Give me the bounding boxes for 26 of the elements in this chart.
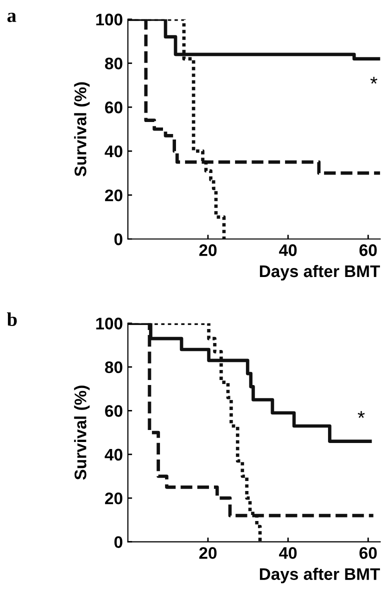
x-tick-label: 20 [199,547,217,559]
chart-title: a [7,12,16,22]
y-tick-label: 0 [114,536,122,548]
x-axis-title: Days after BMT [260,264,380,280]
y-tick-label: 80 [105,58,122,70]
annotation: * [370,76,378,84]
chart-title: b [7,312,17,326]
y-tick-label: 60 [105,405,122,417]
x-tick-label: 40 [279,244,297,256]
y-tick-label: 20 [105,189,122,202]
y-axis-title: Survival (%) [74,386,90,480]
annotation: * [358,411,365,418]
y-tick-label: 100 [96,14,122,26]
y-tick-label: 40 [104,448,122,461]
y-tick-label: 40 [104,146,122,158]
y-axis-title: Survival (%) [74,82,90,176]
y-tick-label: 0 [114,233,122,246]
x-axis-title: Days after BMT [260,568,380,584]
x-tick-label: 20 [199,244,217,256]
y-tick-label: 100 [96,318,122,330]
y-tick-label: 60 [105,102,122,114]
y-tick-label: 20 [105,492,122,504]
x-tick-label: 60 [359,244,377,256]
y-tick-label: 80 [105,361,122,374]
x-tick-label: 60 [359,547,377,559]
x-tick-label: 40 [279,547,297,559]
